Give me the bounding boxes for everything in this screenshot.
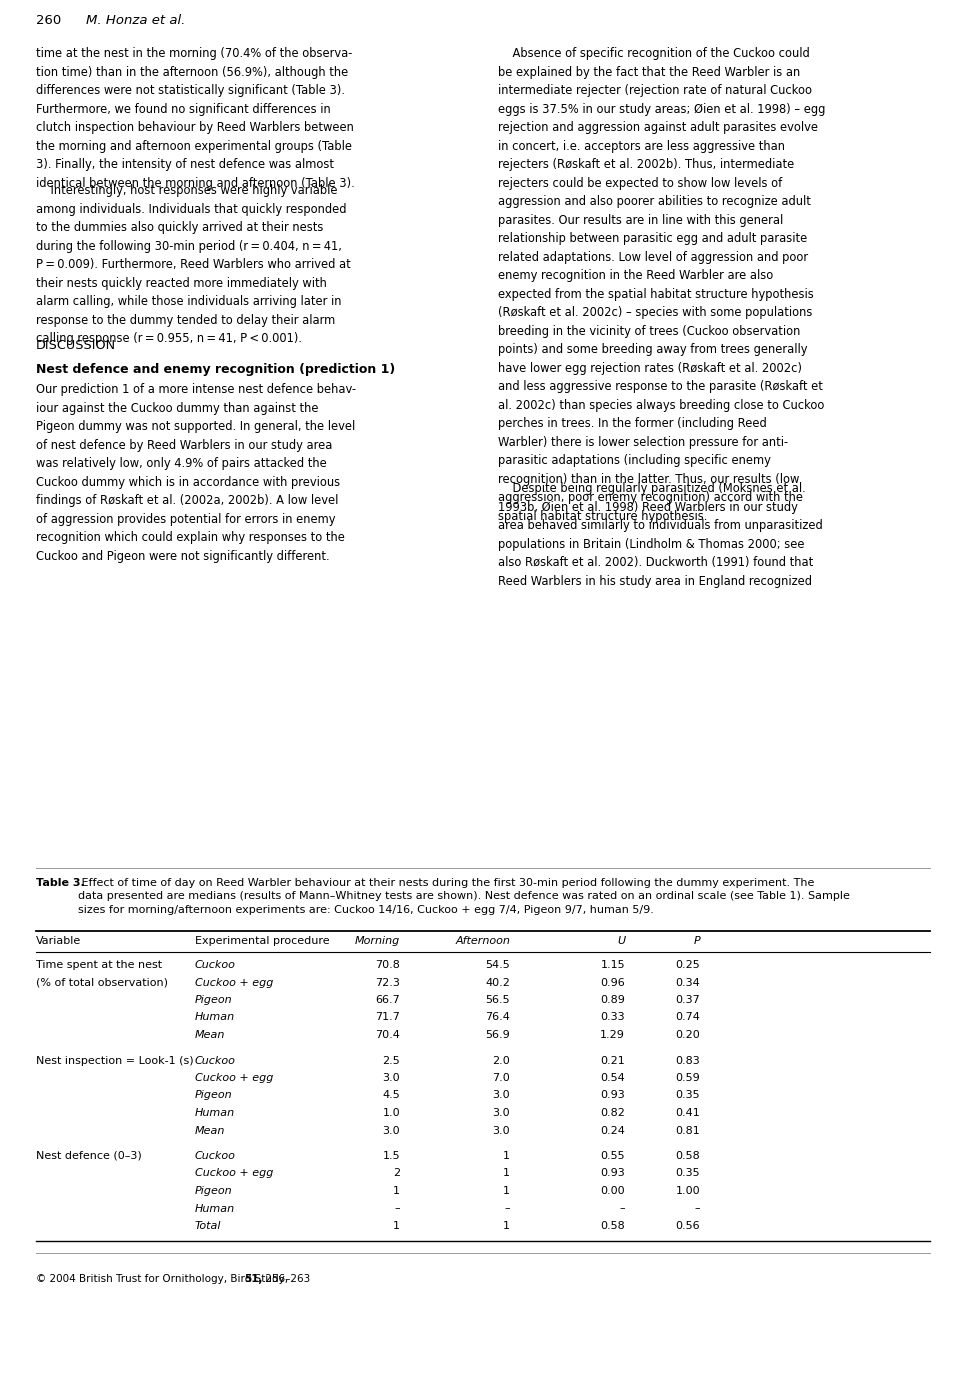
Text: 260: 260 xyxy=(36,14,61,28)
Text: 2.0: 2.0 xyxy=(492,1056,510,1066)
Text: 1: 1 xyxy=(393,1221,400,1231)
Text: Afternoon: Afternoon xyxy=(455,936,510,946)
Text: –: – xyxy=(395,1203,400,1214)
Text: –: – xyxy=(694,1203,700,1214)
Text: 0.58: 0.58 xyxy=(675,1151,700,1160)
Text: 51,: 51, xyxy=(244,1273,262,1283)
Text: Nest defence (0–3): Nest defence (0–3) xyxy=(36,1151,142,1160)
Text: Table 3.: Table 3. xyxy=(36,879,84,888)
Text: 1.00: 1.00 xyxy=(676,1187,700,1196)
Text: 1: 1 xyxy=(503,1169,510,1178)
Text: 0.93: 0.93 xyxy=(600,1169,625,1178)
Text: Nest inspection = Look-1 (s): Nest inspection = Look-1 (s) xyxy=(36,1056,194,1066)
Text: 0.81: 0.81 xyxy=(675,1126,700,1136)
Text: 3.0: 3.0 xyxy=(492,1126,510,1136)
Text: 56.9: 56.9 xyxy=(485,1030,510,1040)
Text: 0.25: 0.25 xyxy=(675,960,700,969)
Text: Pigeon: Pigeon xyxy=(195,1090,232,1100)
Text: 1.29: 1.29 xyxy=(600,1030,625,1040)
Text: 0.74: 0.74 xyxy=(675,1012,700,1023)
Text: 70.4: 70.4 xyxy=(375,1030,400,1040)
Text: © 2004 British Trust for Ornithology, Bird Study,: © 2004 British Trust for Ornithology, Bi… xyxy=(36,1273,294,1283)
Text: DISCUSSION: DISCUSSION xyxy=(36,340,116,352)
Text: 0.83: 0.83 xyxy=(675,1056,700,1066)
Text: 3.0: 3.0 xyxy=(492,1090,510,1100)
Text: 0.00: 0.00 xyxy=(600,1187,625,1196)
Text: 1.5: 1.5 xyxy=(382,1151,400,1160)
Text: 71.7: 71.7 xyxy=(375,1012,400,1023)
Text: 1: 1 xyxy=(503,1151,510,1160)
Text: Cuckoo + egg: Cuckoo + egg xyxy=(195,1169,274,1178)
Text: Variable: Variable xyxy=(36,936,82,946)
Text: Nest defence and enemy recognition (prediction 1): Nest defence and enemy recognition (pred… xyxy=(36,363,396,375)
Text: 54.5: 54.5 xyxy=(485,960,510,969)
Text: Time spent at the nest: Time spent at the nest xyxy=(36,960,162,969)
Text: 0.35: 0.35 xyxy=(676,1169,700,1178)
Text: 0.89: 0.89 xyxy=(600,996,625,1005)
Text: Effect of time of day on Reed Warbler behaviour at their nests during the first : Effect of time of day on Reed Warbler be… xyxy=(78,879,850,914)
Text: M. Honza et al.: M. Honza et al. xyxy=(86,14,185,28)
Text: 7.0: 7.0 xyxy=(492,1072,510,1084)
Text: 56.5: 56.5 xyxy=(486,996,510,1005)
Text: Pigeon: Pigeon xyxy=(195,996,232,1005)
Text: 0.56: 0.56 xyxy=(676,1221,700,1231)
Text: Cuckoo: Cuckoo xyxy=(195,1151,236,1160)
Text: Cuckoo + egg: Cuckoo + egg xyxy=(195,978,274,987)
Text: (% of total observation): (% of total observation) xyxy=(36,978,168,987)
Text: 0.96: 0.96 xyxy=(600,978,625,987)
Text: 1: 1 xyxy=(503,1187,510,1196)
Text: 70.8: 70.8 xyxy=(375,960,400,969)
Text: time at the nest in the morning (70.4% of the observa-
tion time) than in the af: time at the nest in the morning (70.4% o… xyxy=(36,47,355,190)
Text: Cuckoo: Cuckoo xyxy=(195,1056,236,1066)
Text: U: U xyxy=(617,936,625,946)
Text: Despite being regularly parasitized (Moksnes et al.
1993b, Øien et al. 1998) Ree: Despite being regularly parasitized (Mok… xyxy=(498,483,823,587)
Text: 0.82: 0.82 xyxy=(600,1108,625,1118)
Text: 256–263: 256–263 xyxy=(262,1273,310,1283)
Text: Human: Human xyxy=(195,1108,235,1118)
Text: Experimental procedure: Experimental procedure xyxy=(195,936,329,946)
Text: 3.0: 3.0 xyxy=(492,1108,510,1118)
Text: 66.7: 66.7 xyxy=(375,996,400,1005)
Text: Morning: Morning xyxy=(355,936,400,946)
Text: Mean: Mean xyxy=(195,1126,226,1136)
Text: 2.5: 2.5 xyxy=(382,1056,400,1066)
Text: 72.3: 72.3 xyxy=(375,978,400,987)
Text: 0.35: 0.35 xyxy=(676,1090,700,1100)
Text: 40.2: 40.2 xyxy=(485,978,510,987)
Text: 0.24: 0.24 xyxy=(600,1126,625,1136)
Text: 0.93: 0.93 xyxy=(600,1090,625,1100)
Text: 0.55: 0.55 xyxy=(600,1151,625,1160)
Text: 1: 1 xyxy=(393,1187,400,1196)
Text: 0.21: 0.21 xyxy=(600,1056,625,1066)
Text: Cuckoo: Cuckoo xyxy=(195,960,236,969)
Text: Our prediction 1 of a more intense nest defence behav-
iour against the Cuckoo d: Our prediction 1 of a more intense nest … xyxy=(36,384,356,562)
Text: Human: Human xyxy=(195,1012,235,1023)
Text: Human: Human xyxy=(195,1203,235,1214)
Text: –: – xyxy=(504,1203,510,1214)
Text: Absence of specific recognition of the Cuckoo could
be explained by the fact tha: Absence of specific recognition of the C… xyxy=(498,47,826,522)
Text: 3.0: 3.0 xyxy=(382,1072,400,1084)
Text: 1.15: 1.15 xyxy=(600,960,625,969)
Text: 4.5: 4.5 xyxy=(382,1090,400,1100)
Text: Total: Total xyxy=(195,1221,222,1231)
Text: 0.34: 0.34 xyxy=(675,978,700,987)
Text: –: – xyxy=(619,1203,625,1214)
Text: 76.4: 76.4 xyxy=(485,1012,510,1023)
Text: 0.58: 0.58 xyxy=(600,1221,625,1231)
Text: 0.54: 0.54 xyxy=(600,1072,625,1084)
Text: 0.41: 0.41 xyxy=(675,1108,700,1118)
Text: 1: 1 xyxy=(503,1221,510,1231)
Text: 1.0: 1.0 xyxy=(382,1108,400,1118)
Text: 0.20: 0.20 xyxy=(675,1030,700,1040)
Text: Mean: Mean xyxy=(195,1030,226,1040)
Text: 3.0: 3.0 xyxy=(382,1126,400,1136)
Text: 0.37: 0.37 xyxy=(675,996,700,1005)
Text: 0.33: 0.33 xyxy=(600,1012,625,1023)
Text: Cuckoo + egg: Cuckoo + egg xyxy=(195,1072,274,1084)
Text: Pigeon: Pigeon xyxy=(195,1187,232,1196)
Text: P: P xyxy=(693,936,700,946)
Text: Interestingly, host responses were highly variable
among individuals. Individual: Interestingly, host responses were highl… xyxy=(36,184,350,345)
Text: 0.59: 0.59 xyxy=(675,1072,700,1084)
Text: 2: 2 xyxy=(393,1169,400,1178)
